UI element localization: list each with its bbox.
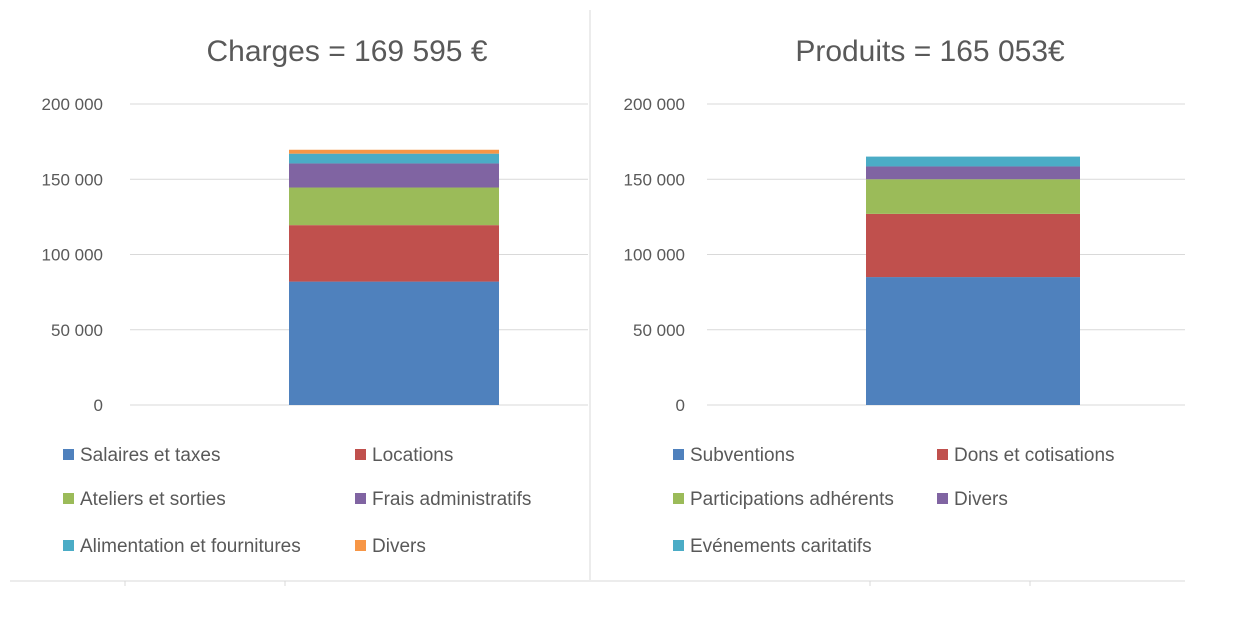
y-tick-label: 150 000 bbox=[624, 170, 685, 189]
legend-label: Evénements caritatifs bbox=[690, 536, 872, 557]
legend-swatch bbox=[937, 449, 948, 460]
legend-swatch bbox=[63, 449, 74, 460]
legend-item: Subventions bbox=[673, 445, 795, 466]
legend-swatch bbox=[63, 493, 74, 504]
legend-swatch bbox=[355, 449, 366, 460]
legend-item: Evénements caritatifs bbox=[673, 536, 872, 557]
legend-item: Ateliers et sorties bbox=[63, 489, 226, 510]
bar-segment bbox=[289, 163, 499, 188]
bar-segment bbox=[866, 277, 1080, 405]
y-tick-label: 200 000 bbox=[42, 95, 103, 114]
legend-label: Alimentation et fournitures bbox=[80, 536, 301, 557]
legend-label: Divers bbox=[954, 489, 1008, 510]
bar-segment bbox=[289, 281, 499, 405]
legend-label: Frais administratifs bbox=[372, 489, 531, 510]
bar-segment bbox=[866, 156, 1080, 167]
chart-title: Produits = 165 053€ bbox=[795, 35, 1065, 68]
y-tick-label: 100 000 bbox=[624, 246, 685, 265]
legend-label: Salaires et taxes bbox=[80, 445, 220, 466]
legend-swatch bbox=[355, 540, 366, 551]
legend-label: Participations adhérents bbox=[690, 489, 894, 510]
legend-swatch bbox=[673, 493, 684, 504]
legend-swatch bbox=[937, 493, 948, 504]
charges-chart: Charges = 169 595 € 0 50 000 100 000 150 00… bbox=[42, 35, 588, 557]
y-tick-label: 150 000 bbox=[42, 170, 103, 189]
legend-label: Dons et cotisations bbox=[954, 445, 1115, 466]
legend-item: Salaires et taxes bbox=[63, 445, 220, 466]
legend-item: Divers bbox=[937, 489, 1008, 510]
y-tick-label: 50 000 bbox=[51, 321, 103, 340]
y-tick-label: 100 000 bbox=[42, 246, 103, 265]
bar-segment bbox=[289, 149, 499, 154]
legend-label: Divers bbox=[372, 536, 426, 557]
y-tick-label: 200 000 bbox=[624, 95, 685, 114]
legend-item: Frais administratifs bbox=[355, 489, 531, 510]
legend-item: Divers bbox=[355, 536, 426, 557]
chart-title: Charges = 169 595 € bbox=[206, 35, 487, 68]
y-tick-label: 50 000 bbox=[633, 321, 685, 340]
legend-label: Ateliers et sorties bbox=[80, 489, 226, 510]
legend-item: Participations adhérents bbox=[673, 489, 894, 510]
legend-swatch bbox=[63, 540, 74, 551]
legend-label: Locations bbox=[372, 445, 453, 466]
y-tick-label: 0 bbox=[676, 396, 685, 415]
bar-segment bbox=[866, 179, 1080, 214]
legend-item: Dons et cotisations bbox=[937, 445, 1115, 466]
legend-swatch bbox=[355, 493, 366, 504]
produits-chart: Produits = 165 053€ 0 50 000 100 000 150 00… bbox=[624, 35, 1185, 557]
bar-segment bbox=[866, 213, 1080, 278]
bar-segment bbox=[866, 166, 1080, 180]
legend-label: Subventions bbox=[690, 445, 795, 466]
legend-swatch bbox=[673, 540, 684, 551]
legend-item: Locations bbox=[355, 445, 453, 466]
legend-item: Alimentation et fournitures bbox=[63, 536, 301, 557]
bar-segment bbox=[289, 187, 499, 226]
bar-segment bbox=[289, 225, 499, 282]
y-tick-label: 0 bbox=[94, 396, 103, 415]
bar-segment bbox=[289, 153, 499, 164]
legend-swatch bbox=[673, 449, 684, 460]
